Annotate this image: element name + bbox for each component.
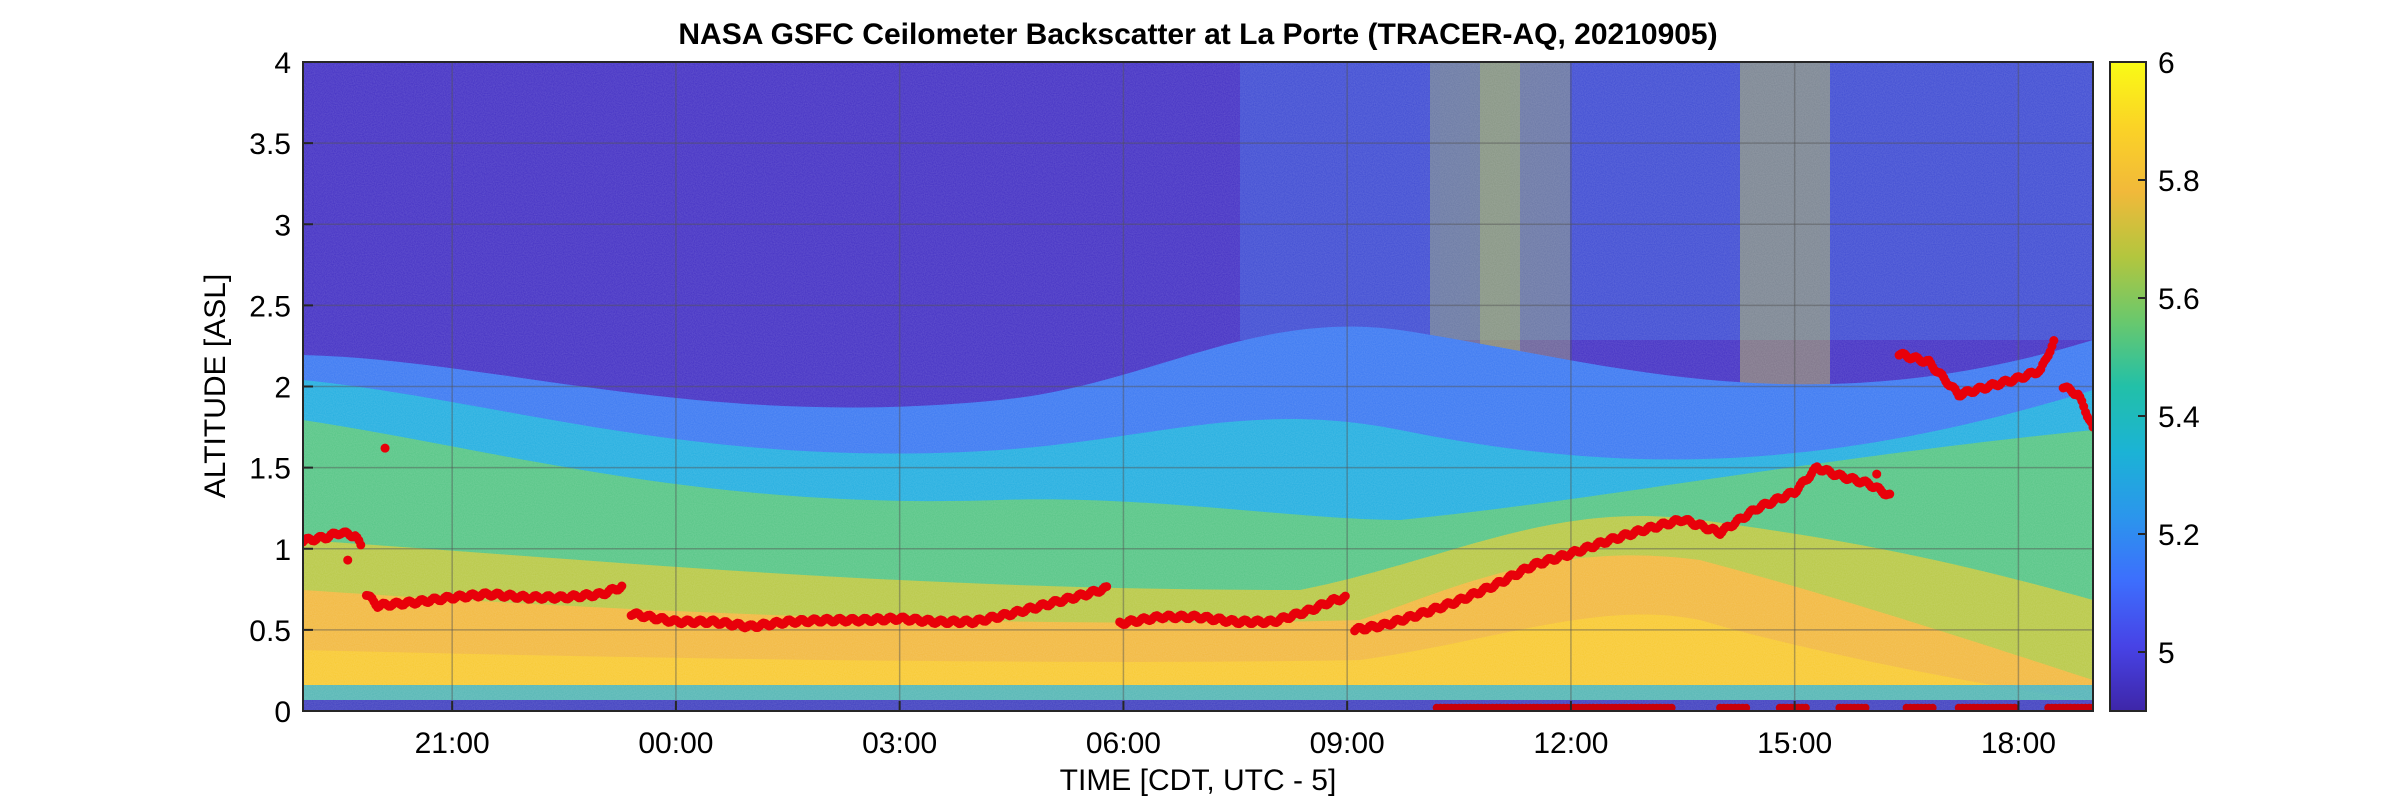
pbl-point (1340, 591, 1350, 601)
surface-point (2010, 703, 2019, 711)
pbl-point (343, 555, 353, 565)
x-tick-label: 12:00 (1533, 727, 1608, 760)
surface-point (2096, 704, 2104, 712)
y-axis-label: ALTITUDE [ASL] (199, 274, 232, 499)
y-tick-label: 1.5 (249, 453, 291, 486)
surface-point (1667, 703, 1676, 711)
x-tick-label: 06:00 (1086, 727, 1161, 760)
pbl-point (1872, 469, 1882, 479)
colorbar-tick-label: 5 (2158, 637, 2175, 670)
pbl-point (617, 581, 627, 591)
y-tick-label: 1 (274, 534, 291, 567)
colorbar-tick-label: 5.6 (2158, 283, 2200, 316)
x-tick-label: 09:00 (1310, 727, 1385, 760)
pbl-point (1885, 489, 1895, 499)
y-tick-label: 3.5 (249, 128, 291, 161)
x-tick-label: 21:00 (415, 727, 490, 760)
heatmap-plot-area (303, 62, 2104, 712)
y-tick-label: 0.5 (249, 615, 291, 648)
y-tick-label: 3 (274, 209, 291, 242)
surface-point (1861, 703, 1870, 711)
colorbar-tick-label: 5.4 (2158, 401, 2200, 434)
pbl-point (380, 443, 390, 453)
colorbar (2109, 61, 2147, 712)
x-axis: 21:00 00:00 03:00 06:00 09:00 12:00 15:00 18:00 (415, 701, 2056, 760)
surface-point (1928, 703, 1937, 711)
colorbar-tick-label: 6 (2158, 47, 2175, 80)
y-tick-label: 4 (274, 47, 291, 80)
x-tick-label: 18:00 (1981, 727, 2056, 760)
y-tick-label: 2 (274, 372, 291, 405)
colorbar-tick-label: 5.2 (2158, 519, 2200, 552)
surface-point (1742, 703, 1751, 711)
x-axis-label: TIME [CDT, UTC - 5] (1060, 764, 1337, 797)
y-tick-label: 2.5 (249, 290, 291, 323)
pbl-point (1102, 582, 1112, 592)
pbl-point (2088, 422, 2093, 432)
y-tick-label: 0 (274, 696, 291, 729)
pbl-point (356, 540, 366, 550)
surface-point (1801, 703, 1810, 711)
chart-title: NASA GSFC Ceilometer Backscatter at La P… (678, 18, 1717, 51)
pbl-series (303, 336, 2104, 712)
x-tick-label: 00:00 (638, 727, 713, 760)
x-tick-label: 15:00 (1757, 727, 1832, 760)
colorbar-ticks: 5 5.2 5.4 5.6 5.8 6 (2138, 47, 2200, 670)
x-tick-label: 03:00 (862, 727, 937, 760)
pbl-point (2049, 336, 2059, 346)
y-axis: 0 0.5 1 1.5 2 2.5 3 3.5 4 (249, 47, 313, 729)
colorbar-tick-label: 5.8 (2158, 165, 2200, 198)
